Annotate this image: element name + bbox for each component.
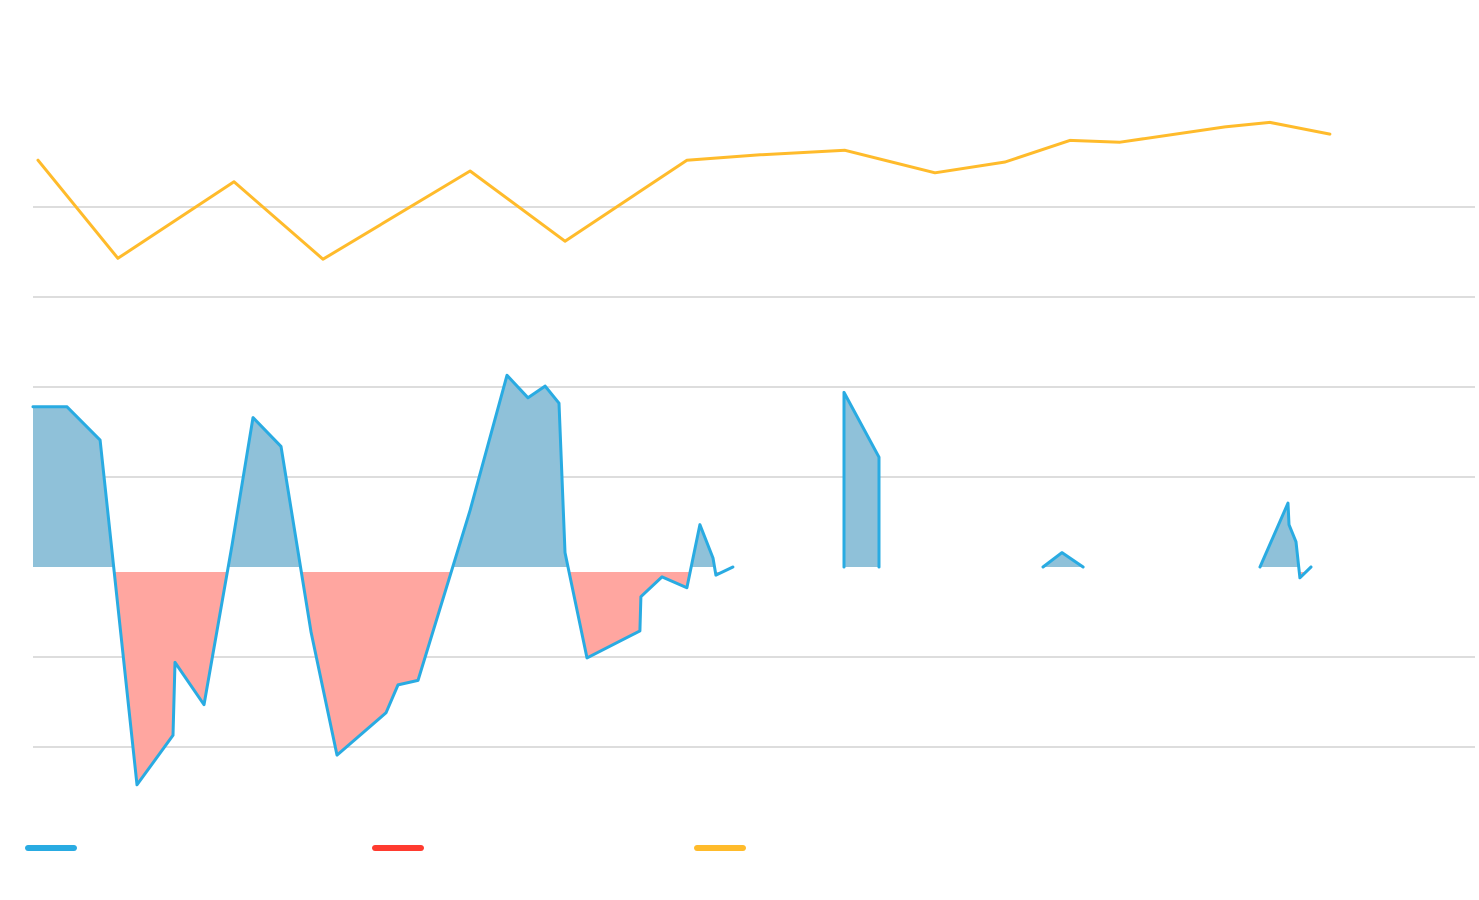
positive-area	[844, 392, 879, 567]
legend-swatch-blue-series[interactable]	[25, 845, 77, 851]
legend-swatch-red-series[interactable]	[372, 845, 424, 851]
positive-area	[1260, 503, 1311, 567]
series-line-2	[36, 120, 1332, 261]
series-line-0	[1258, 501, 1313, 580]
negative-area	[114, 572, 723, 785]
positive-area	[1043, 552, 1084, 567]
positive-area	[33, 375, 733, 567]
series-line-0	[31, 373, 735, 787]
legend-swatch-yellow-series[interactable]	[694, 845, 746, 851]
series-line-0	[842, 390, 881, 569]
series-lines	[31, 120, 1332, 787]
